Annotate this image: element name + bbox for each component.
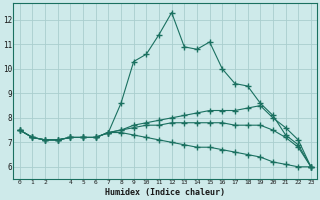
X-axis label: Humidex (Indice chaleur): Humidex (Indice chaleur): [105, 188, 225, 197]
